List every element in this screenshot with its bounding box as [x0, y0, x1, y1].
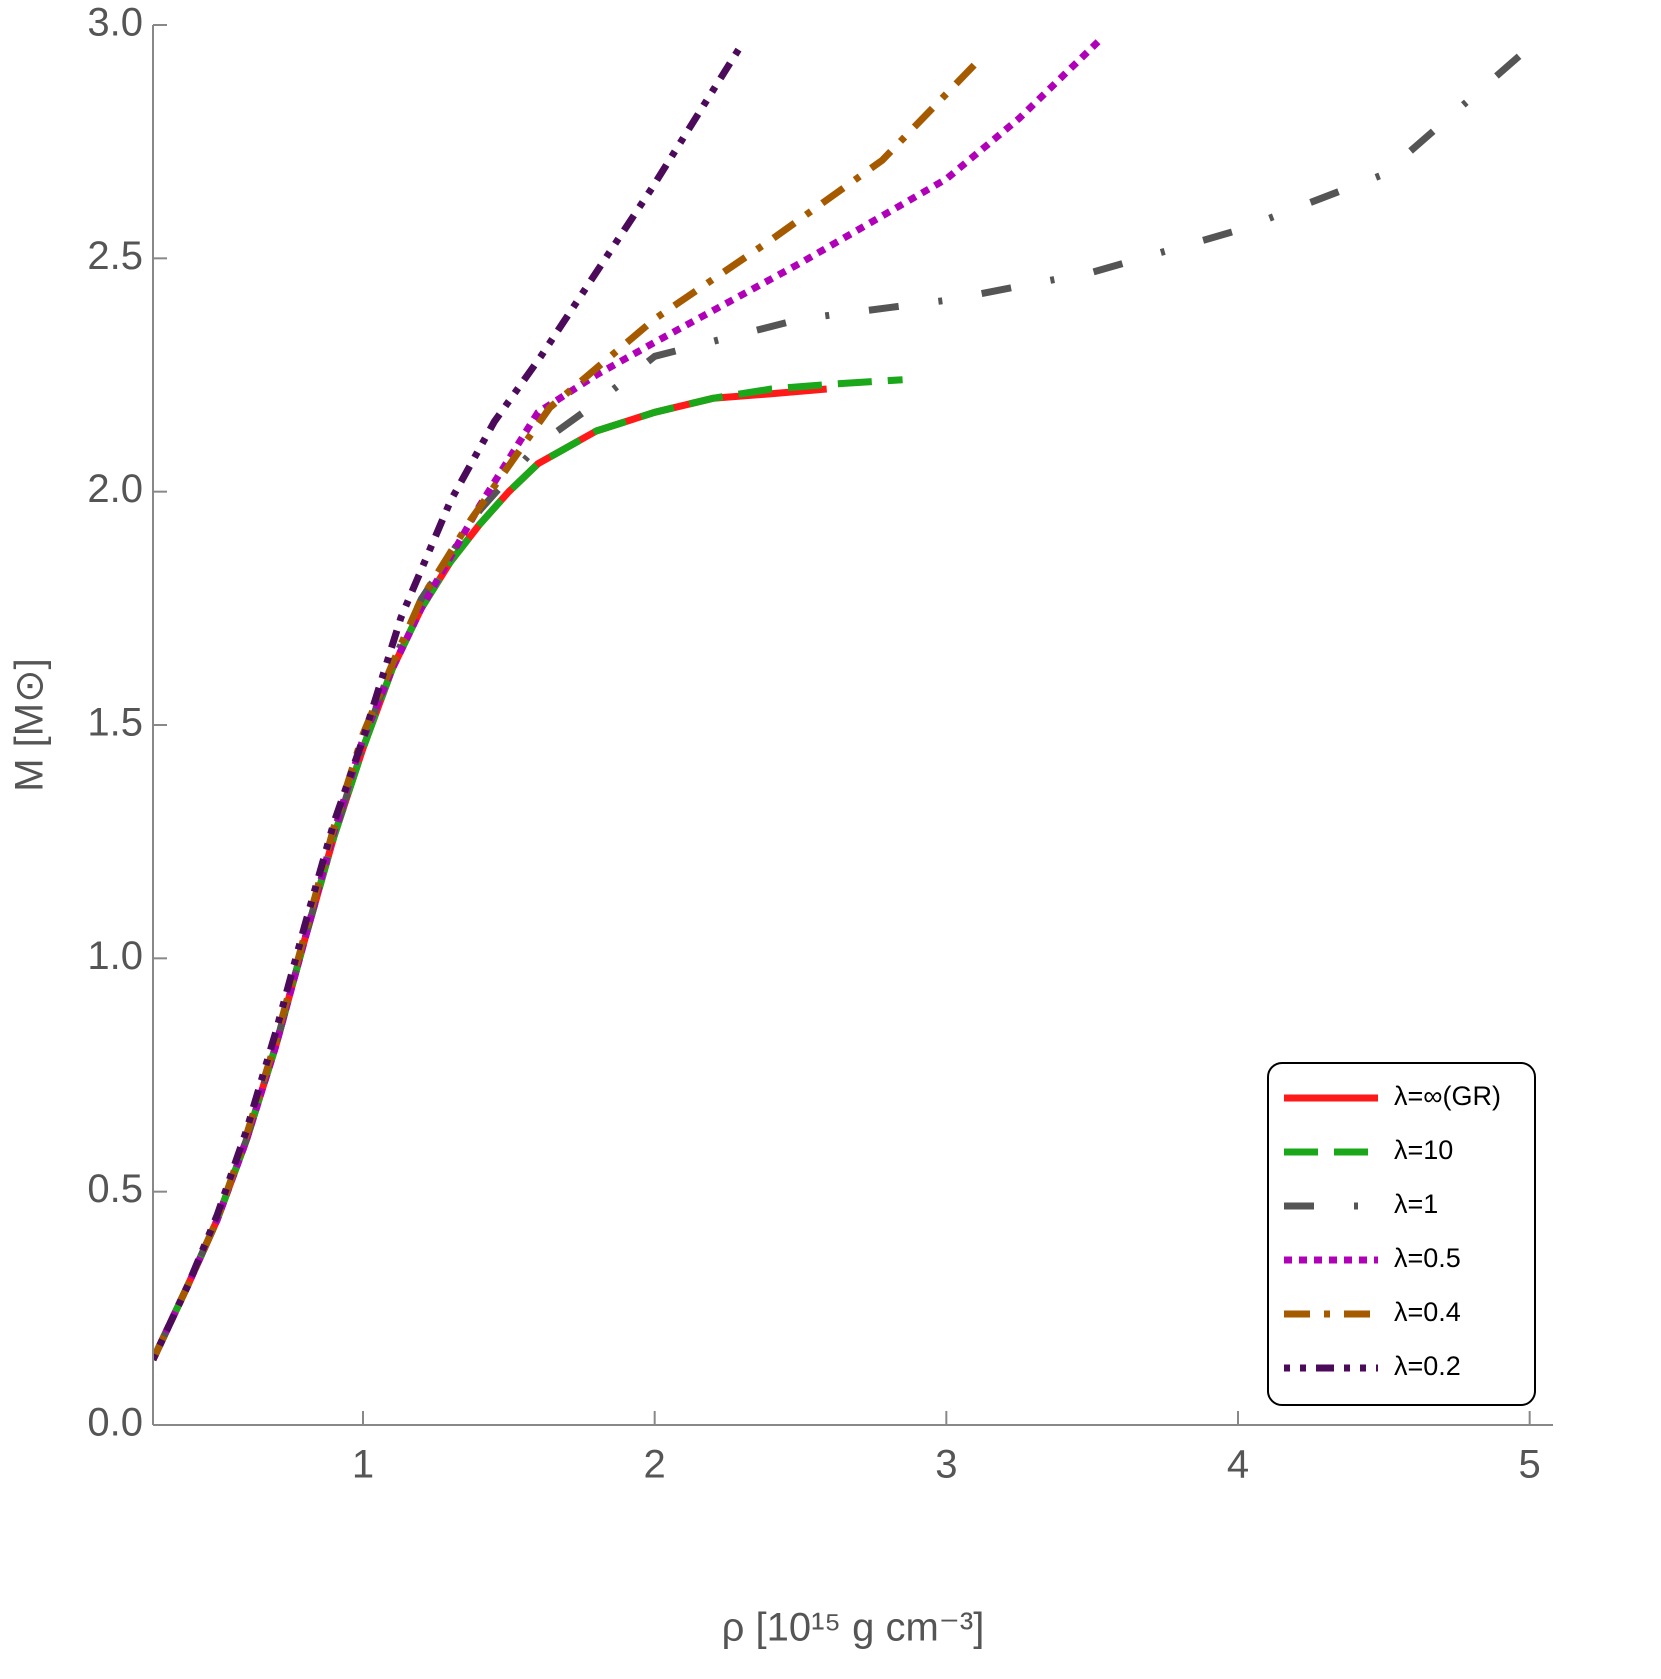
y-tick-label: 3.0 — [87, 1, 143, 45]
y-tick-label: 0.0 — [87, 1401, 143, 1445]
series-line — [153, 41, 746, 1362]
legend-label: λ=0.4 — [1394, 1297, 1461, 1327]
legend-label: λ=0.2 — [1394, 1351, 1461, 1381]
axes: 0.0 0.5 1.0 1.5 2.0 2.5 3.0 1 2 3 4 5 — [87, 1, 1540, 1487]
x-tick-label: 4 — [1227, 1443, 1249, 1487]
legend-label: λ=0.5 — [1394, 1243, 1461, 1273]
legend-label: λ=1 — [1394, 1189, 1438, 1219]
x-axis-label: ρ [10¹⁵ g cm⁻³] — [722, 1606, 985, 1650]
series-line — [153, 376, 903, 1362]
y-tick-label: 2.5 — [87, 234, 143, 278]
y-tick-label: 1.0 — [87, 934, 143, 978]
y-axis-label: M [M⊙] — [8, 658, 52, 792]
legend-label: λ=10 — [1394, 1135, 1453, 1165]
y-tick-label: 2.0 — [87, 467, 143, 511]
legend: λ=∞(GR) λ=10 λ=1 λ=0.5 λ=0.4 λ=0.2 — [1267, 1062, 1536, 1406]
series-line — [153, 55, 984, 1362]
x-tick-label: 1 — [352, 1443, 374, 1487]
series-line — [153, 36, 1104, 1362]
plot-area — [153, 31, 1547, 1362]
x-tick-label: 3 — [935, 1443, 957, 1487]
y-tick-label: 0.5 — [87, 1167, 143, 1211]
series-line — [153, 385, 827, 1362]
x-tick-label: 5 — [1519, 1443, 1541, 1487]
y-tick-label: 1.5 — [87, 701, 143, 745]
legend-label: λ=∞(GR) — [1394, 1081, 1501, 1111]
x-tick-label: 2 — [644, 1443, 666, 1487]
